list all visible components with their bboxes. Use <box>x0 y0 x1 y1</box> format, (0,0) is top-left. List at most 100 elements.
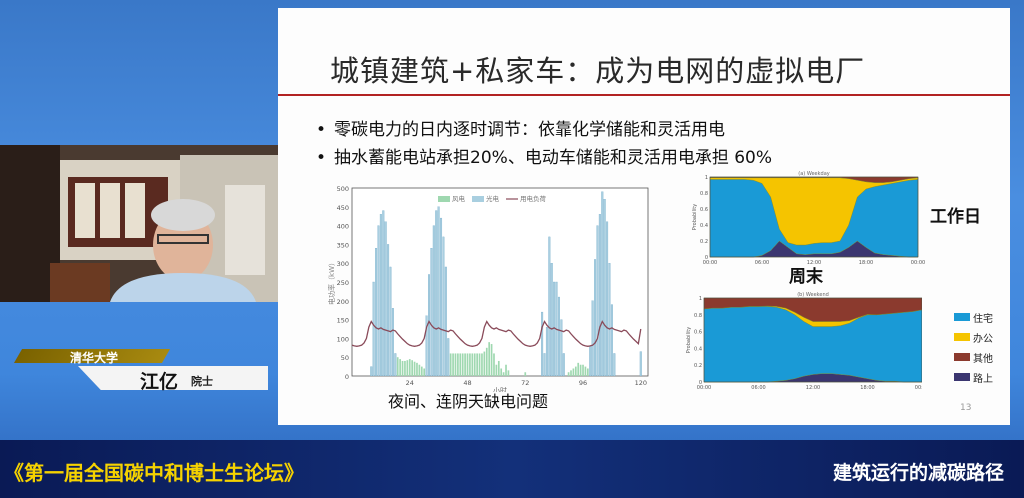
speaker-video <box>0 145 278 302</box>
bar-光电 <box>543 353 546 376</box>
bar-光电 <box>425 315 428 376</box>
bar-风电 <box>471 353 474 376</box>
bar-风电 <box>420 366 423 376</box>
y-tick-label: 500 <box>337 185 349 193</box>
load-line <box>352 320 642 347</box>
legend-label: 路上 <box>973 373 993 385</box>
y-tick-label: 1 <box>699 296 702 302</box>
bar-光电 <box>613 353 616 376</box>
y-tick-label: 0.2 <box>694 363 702 369</box>
bar-光电 <box>375 248 378 376</box>
x-tick-label: 06:00 <box>755 260 769 266</box>
bar-风电 <box>481 353 483 376</box>
bar-风电 <box>493 353 495 376</box>
x-tick-label: 12:00 <box>807 260 821 266</box>
x-tick-label: 00:00 <box>703 260 717 266</box>
bar-风电 <box>404 360 406 376</box>
legend-item: 其他 <box>954 350 993 365</box>
x-tick-label: 48 <box>463 379 471 387</box>
x-tick-label: 96 <box>579 379 587 387</box>
bar-风电 <box>582 364 584 376</box>
y-tick-label: 0.8 <box>700 191 708 197</box>
legend-swatch <box>954 373 970 381</box>
y-tick-label: 0.4 <box>694 346 702 352</box>
bar-光电 <box>596 225 599 376</box>
bar-风电 <box>401 360 404 376</box>
y-tick-label: 1 <box>705 175 708 181</box>
slide-title: 城镇建筑+私家车：成为电网的虚拟电厂 <box>330 54 866 88</box>
bar-光电 <box>394 353 397 376</box>
bar-风电 <box>418 364 421 376</box>
x-tick-label: 120 <box>635 379 647 387</box>
bar-风电 <box>502 372 505 376</box>
bar-光电 <box>608 263 611 376</box>
y-tick-label: 400 <box>337 223 349 231</box>
bar-光电 <box>606 221 609 376</box>
bar-风电 <box>413 361 416 376</box>
bar-光电 <box>377 225 380 376</box>
bar-风电 <box>406 360 409 376</box>
power-chart: 0 50 100 150 200 250 300 350 400 450 500 24 48 72 96 12… <box>328 185 649 392</box>
legend-label: 用电负荷 <box>520 194 547 203</box>
bar-光电 <box>437 206 440 376</box>
y-tick-label: 0 <box>699 380 702 386</box>
bar-风电 <box>490 344 493 376</box>
bar-光电 <box>550 263 553 376</box>
weekend-chart: (b) Weekend 0 0.2 0.4 0.6 0.8 1 00:00 06:00 12:00… <box>686 292 922 391</box>
legend-swatch <box>954 313 970 321</box>
legend-swatch <box>954 353 970 361</box>
bar-风电 <box>457 353 459 376</box>
event-banner: 《第一届全国碳中和博士生论坛》 建筑运行的减碳路径 <box>0 440 1024 498</box>
bar-光电 <box>444 266 447 376</box>
chart-caption: 夜间、连阴天缺电问题 <box>388 392 549 411</box>
legend-item: 住宅 <box>954 310 993 325</box>
bar-光电 <box>594 259 597 376</box>
bar-光电 <box>442 236 445 376</box>
legend-swatch-风电 <box>438 196 450 202</box>
bar-风电 <box>459 353 462 376</box>
bar-风电 <box>488 342 491 376</box>
legend-item: 办公 <box>954 330 993 345</box>
bar-光电 <box>548 236 551 376</box>
bar-风电 <box>579 364 582 376</box>
bar-光电 <box>435 210 438 376</box>
bar-光电 <box>601 191 604 376</box>
bar-光电 <box>387 244 390 376</box>
bar-光电 <box>591 300 594 376</box>
bar-光电 <box>610 304 613 376</box>
bar-风电 <box>449 353 452 376</box>
y-tick-label: 0.8 <box>694 313 702 319</box>
x-tick-label: 24 <box>406 379 414 387</box>
y-axis-label: Probability <box>692 204 698 230</box>
bar-光电 <box>391 308 394 376</box>
legend-label: 办公 <box>973 333 993 345</box>
x-tick-label: 00:00 <box>697 385 711 391</box>
speaker-organization: 清华大学 <box>70 351 119 365</box>
bar-风电 <box>495 364 498 376</box>
x-tick-label: 18:00 <box>860 385 874 391</box>
legend-swatch-光电 <box>472 196 484 202</box>
x-axis-label: 小时 <box>493 386 507 392</box>
legend-label: 住宅 <box>973 313 993 325</box>
x-tick-label: 00:00 <box>915 385 922 391</box>
bar-风电 <box>577 362 580 376</box>
bar-风电 <box>483 351 486 376</box>
bar-光电 <box>589 345 592 376</box>
y-tick-label: 250 <box>337 279 349 287</box>
legend-label: 其他 <box>973 353 993 365</box>
y-tick-label: 0.6 <box>694 330 702 336</box>
plot-marks <box>352 191 642 376</box>
speaker-name: 江亿 <box>140 371 179 393</box>
x-tick-label: 72 <box>521 379 529 387</box>
bar-风电 <box>469 353 471 376</box>
x-tick-label: 18:00 <box>859 260 873 266</box>
bar-风电 <box>485 347 488 376</box>
bar-风电 <box>399 359 401 376</box>
bar-风电 <box>572 368 575 376</box>
bar-风电 <box>408 359 411 376</box>
speaker-video-frame <box>0 145 278 302</box>
presentation-slide: 城镇建筑+私家车：成为电网的虚拟电厂 零碳电力的日内逐时调节：依靠化学储能和灵活… <box>278 8 1010 425</box>
bar-风电 <box>497 360 500 376</box>
bar-光电 <box>603 199 606 376</box>
bar-风电 <box>586 368 589 376</box>
